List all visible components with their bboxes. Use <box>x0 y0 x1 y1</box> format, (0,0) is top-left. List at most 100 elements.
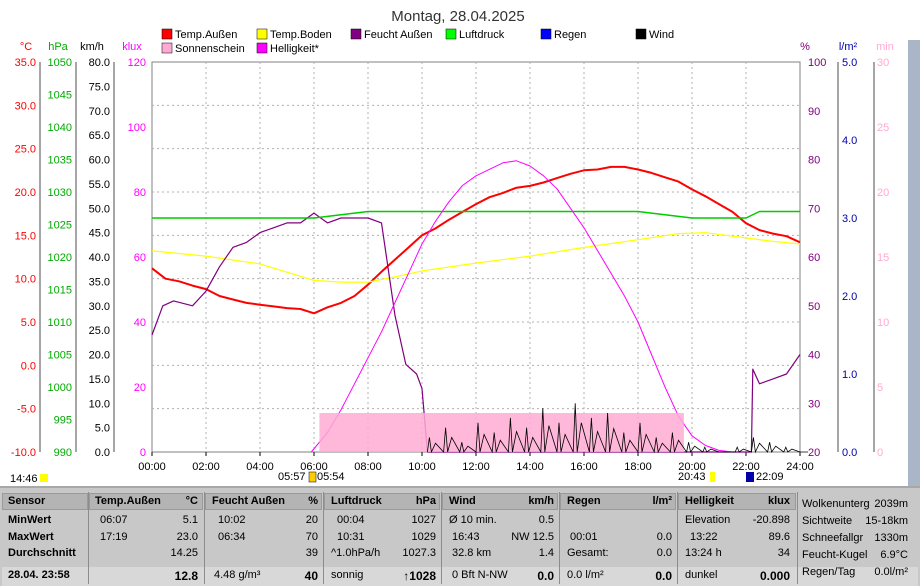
pressure-unit: hPa <box>415 495 436 507</box>
cloud-base: 2039m <box>874 498 908 510</box>
legend-label: Temp.Außen <box>175 29 237 41</box>
pressure-header: Luftdruck <box>331 495 382 507</box>
x-tick-label: 02:00 <box>192 461 220 473</box>
axis-pressure-tick: 1020 <box>48 252 72 264</box>
header-bg <box>205 493 322 510</box>
axis-pressure-tick: 1000 <box>48 382 72 394</box>
brightness-current: 0.000 <box>759 569 790 583</box>
axis-wind-tick: 60.0 <box>89 155 110 167</box>
unit-pressure: hPa <box>48 41 68 53</box>
sensor-header: Sensor <box>8 495 46 507</box>
unit-humidity: % <box>800 41 810 53</box>
scrollbar[interactable] <box>908 40 920 486</box>
time-markers: 14:46 05:57 05:54 20:43 22:09 <box>10 471 784 485</box>
unit-rain: l/m² <box>839 41 858 53</box>
rain-max-time: 00:01 <box>570 531 598 543</box>
wind-max-time: 16:43 <box>452 531 480 543</box>
divider <box>677 492 678 584</box>
axis-humidity-tick: 30 <box>808 398 820 410</box>
x-tick-label: 18:00 <box>624 461 652 473</box>
axis-pressure-tick: 1030 <box>48 187 72 199</box>
divider <box>441 492 442 584</box>
x-tick-label: 10:00 <box>408 461 436 473</box>
x-tick-label: 06:00 <box>300 461 328 473</box>
x-tick-label: 14:00 <box>516 461 544 473</box>
rain-max: 0.0 <box>656 531 672 543</box>
wind-unit: km/h <box>528 495 554 507</box>
axis-wind-tick: 35.0 <box>89 276 110 288</box>
wet-bulb-label: Feucht-Kugel <box>802 549 868 561</box>
pressure-trend: ^1.0hPa/h <box>331 547 381 559</box>
divider <box>797 492 798 584</box>
humidity-max: 70 <box>305 531 318 543</box>
axis-temp-tick: 25.0 <box>15 144 36 156</box>
rain-unit: l/m² <box>652 495 672 507</box>
rain-today: 0.0 l/m² <box>567 569 604 581</box>
series <box>151 160 809 454</box>
axis-wind-tick: 75.0 <box>89 81 110 93</box>
sunrise-time: 05:57 <box>278 471 306 483</box>
series-temp-au-en <box>151 165 801 315</box>
visibility-label: Sichtweite <box>802 515 853 527</box>
axis-pressure-tick: 1015 <box>48 285 72 297</box>
rain-per-day-label: Regen/Tag <box>802 566 856 578</box>
axis-wind-tick: 50.0 <box>89 203 110 215</box>
axis-pressure-tick: 1005 <box>48 350 72 362</box>
x-tick-label: 04:00 <box>246 461 274 473</box>
axis-rain-tick: 3.0 <box>842 213 857 225</box>
axis-wind-tick: 55.0 <box>89 179 110 191</box>
temp-unit: °C <box>185 495 198 507</box>
header-bg <box>560 493 676 510</box>
axis-pressure-tick: 995 <box>54 415 72 427</box>
axis-humidity-tick: 70 <box>808 203 820 215</box>
temp-max-time: 17:19 <box>100 531 128 543</box>
legend-swatch <box>161 28 173 40</box>
axis-wind-tick: 70.0 <box>89 106 110 118</box>
legend-swatch <box>256 28 268 40</box>
axis-pressure-tick: 1045 <box>48 90 72 102</box>
axis-temp-tick: 35.0 <box>15 57 36 69</box>
series-temp-boden <box>151 232 801 283</box>
row-label-min: MinWert <box>8 514 52 526</box>
sunrise-icon <box>308 471 317 483</box>
time-left: 14:46 <box>10 473 38 485</box>
wind-distance: 32.8 km <box>452 547 492 559</box>
axis-lux-tick: 20 <box>134 382 146 394</box>
axis-wind-tick: 0.0 <box>95 447 110 459</box>
series-luftdruck <box>152 210 800 219</box>
legend-swatch <box>635 28 647 40</box>
snowline-label: Schneefallgr <box>802 532 864 544</box>
wind-avg: 0.5 <box>538 514 554 526</box>
grid <box>151 61 801 453</box>
pressure-max: 1029 <box>411 531 436 543</box>
axis-wind-tick: 15.0 <box>89 374 110 386</box>
snowline: 1330m <box>874 532 908 544</box>
axis-sun-tick: 0 <box>877 447 883 459</box>
pressure-max-time: 10:31 <box>337 531 365 543</box>
brightness-max: 89.6 <box>768 531 790 543</box>
sunrise-time-2: 05:54 <box>317 471 345 483</box>
x-tick-label: 16:00 <box>570 461 598 473</box>
wind-beaufort: 0 Bft N-NW <box>452 569 508 581</box>
legend-label: Helligkeit* <box>270 43 320 55</box>
axis-humidity-tick: 40 <box>808 350 820 362</box>
axis-wind-tick: 80.0 <box>89 57 110 69</box>
daylight-hours: 13:24 h <box>685 547 722 559</box>
current-row <box>2 567 918 586</box>
chart-legend: Temp.Außen Temp.Boden Feucht Außen Luftdruc… <box>161 28 674 55</box>
axis-pressure-tick: 1010 <box>48 317 72 329</box>
rain-header: Regen <box>567 495 601 507</box>
wind-header: Wind <box>449 495 476 507</box>
axis-lux-tick: 80 <box>134 187 146 199</box>
axis-humidity-tick: 60 <box>808 252 820 264</box>
axis-wind-tick: 45.0 <box>89 228 110 240</box>
sunset-icon <box>710 472 715 482</box>
axis-temp-tick: 5.0 <box>21 317 36 329</box>
header-bg <box>442 493 558 510</box>
sunshine-bar <box>319 413 684 452</box>
pressure-min: 1027 <box>411 514 436 526</box>
axis-rain-tick: 0.0 <box>842 447 857 459</box>
cloud-base-label: Wolkenunterg <box>802 498 870 510</box>
x-tick-label: 20:00 <box>678 461 706 473</box>
